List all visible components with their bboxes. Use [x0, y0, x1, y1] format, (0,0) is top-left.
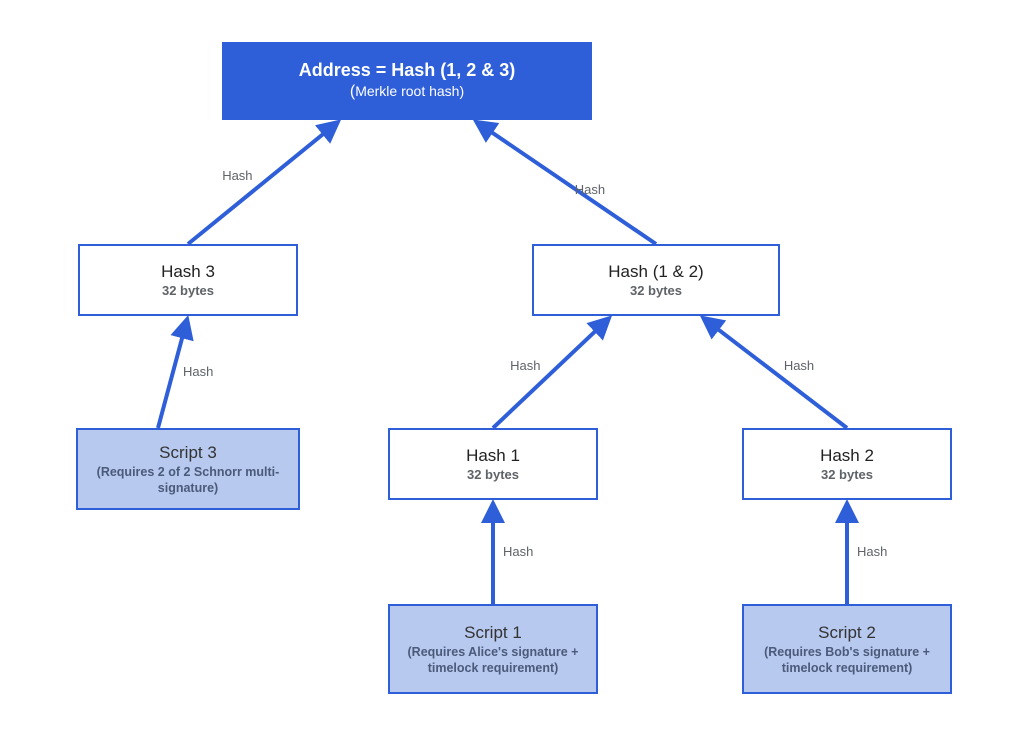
edge-arrow — [476, 122, 656, 244]
script2-sub: (Requires Bob's signature + timelock req… — [754, 644, 940, 677]
script1-node: Script 1 (Requires Alice's signature + t… — [388, 604, 598, 694]
root-title: Address = Hash (1, 2 & 3) — [299, 59, 516, 82]
edge-arrow — [188, 122, 338, 244]
root-subtitle: (Merkle root hash) — [350, 82, 464, 103]
edge-arrow — [493, 318, 609, 428]
script1-title: Script 1 — [464, 622, 522, 644]
hash1-node: Hash 1 32 bytes — [388, 428, 598, 500]
edge-arrow — [703, 318, 847, 428]
hash2-node: Hash 2 32 bytes — [742, 428, 952, 500]
edge-label: Hash — [510, 358, 540, 373]
edge-label: Hash — [784, 358, 814, 373]
script2-node: Script 2 (Requires Bob's signature + tim… — [742, 604, 952, 694]
script3-sub: (Requires 2 of 2 Schnorr multi-signature… — [88, 464, 288, 497]
hash3-node: Hash 3 32 bytes — [78, 244, 298, 316]
hash12-title: Hash (1 & 2) — [608, 261, 703, 283]
hash12-node: Hash (1 & 2) 32 bytes — [532, 244, 780, 316]
edge-label: Hash — [503, 544, 533, 559]
hash12-sub: 32 bytes — [630, 283, 682, 300]
script3-title: Script 3 — [159, 442, 217, 464]
hash2-sub: 32 bytes — [821, 467, 873, 484]
hash3-sub: 32 bytes — [162, 283, 214, 300]
script2-title: Script 2 — [818, 622, 876, 644]
hash2-title: Hash 2 — [820, 445, 874, 467]
edge-label: Hash — [857, 544, 887, 559]
script3-node: Script 3 (Requires 2 of 2 Schnorr multi-… — [76, 428, 300, 510]
hash1-title: Hash 1 — [466, 445, 520, 467]
root-node: Address = Hash (1, 2 & 3) (Merkle root h… — [222, 42, 592, 120]
hash1-sub: 32 bytes — [467, 467, 519, 484]
hash3-title: Hash 3 — [161, 261, 215, 283]
edge-label: Hash — [183, 364, 213, 379]
edge-label: Hash — [222, 168, 252, 183]
script1-sub: (Requires Alice's signature + timelock r… — [400, 644, 586, 677]
root-sub-body: Merkle root hash) — [355, 83, 464, 99]
edge-label: Hash — [575, 182, 605, 197]
